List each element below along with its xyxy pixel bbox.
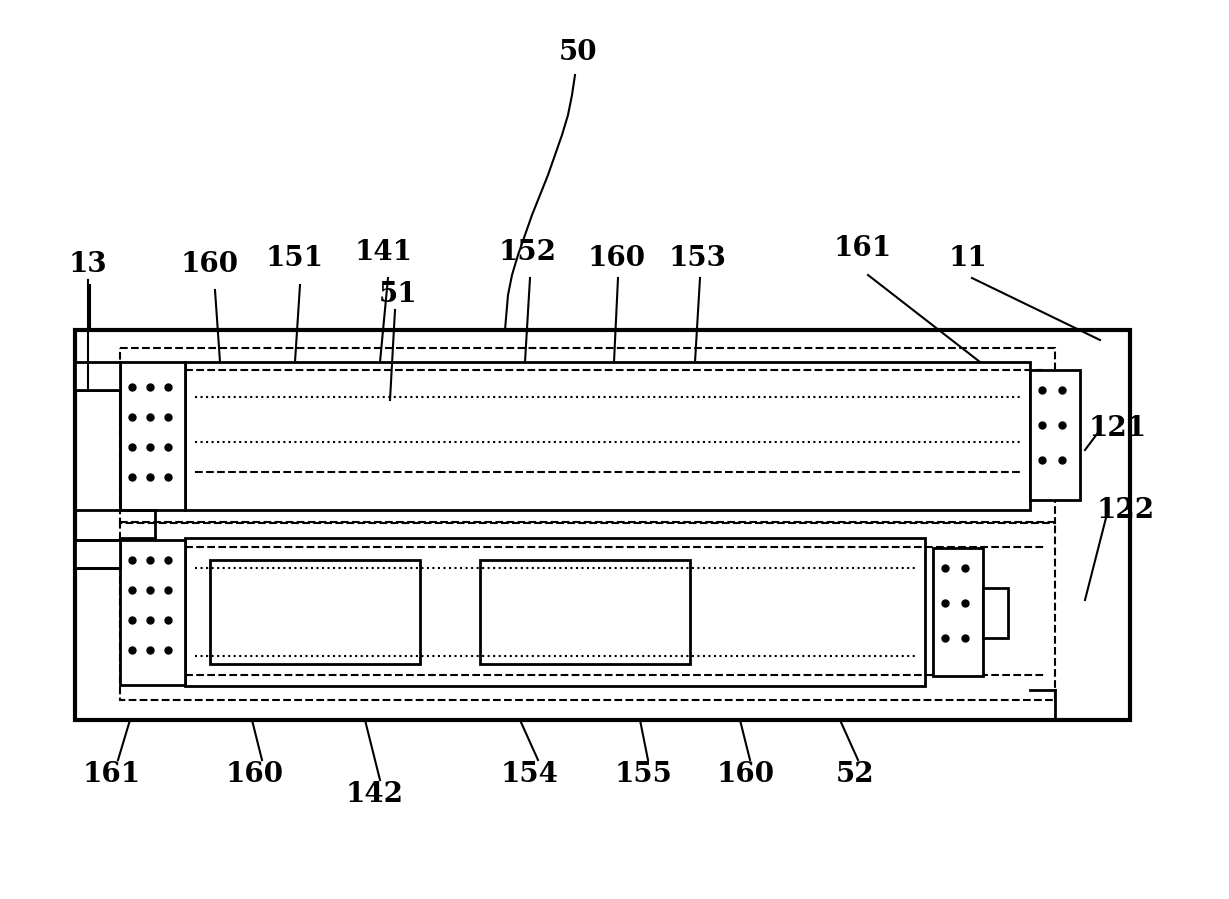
Bar: [210, 560, 420, 664]
Text: 13: 13: [69, 252, 107, 279]
Text: 153: 153: [669, 245, 726, 271]
Text: 141: 141: [355, 238, 413, 265]
Bar: [983, 588, 1008, 638]
Bar: [186, 362, 1030, 510]
Text: 151: 151: [265, 245, 324, 271]
Text: 160: 160: [587, 245, 646, 271]
Text: 52: 52: [836, 761, 874, 788]
Bar: [75, 362, 120, 390]
Text: 51: 51: [379, 281, 418, 308]
Text: 152: 152: [499, 238, 557, 265]
Text: 121: 121: [1089, 414, 1147, 441]
Text: 155: 155: [614, 761, 672, 788]
Bar: [481, 560, 689, 664]
Text: 160: 160: [717, 761, 775, 788]
Text: 160: 160: [181, 252, 238, 279]
Text: 11: 11: [949, 245, 987, 271]
Text: 154: 154: [501, 761, 559, 788]
Bar: [186, 538, 925, 686]
Bar: [1030, 370, 1080, 500]
Text: 161: 161: [834, 235, 892, 262]
Bar: [120, 540, 186, 685]
Text: 122: 122: [1097, 496, 1155, 523]
Text: 160: 160: [226, 761, 284, 788]
Text: 161: 161: [82, 761, 141, 788]
Bar: [120, 522, 1054, 700]
Text: 50: 50: [559, 39, 597, 66]
Bar: [120, 362, 186, 510]
Bar: [75, 330, 1129, 720]
Text: 142: 142: [347, 781, 404, 808]
Bar: [120, 348, 1054, 523]
Bar: [75, 540, 120, 568]
Bar: [933, 548, 983, 676]
